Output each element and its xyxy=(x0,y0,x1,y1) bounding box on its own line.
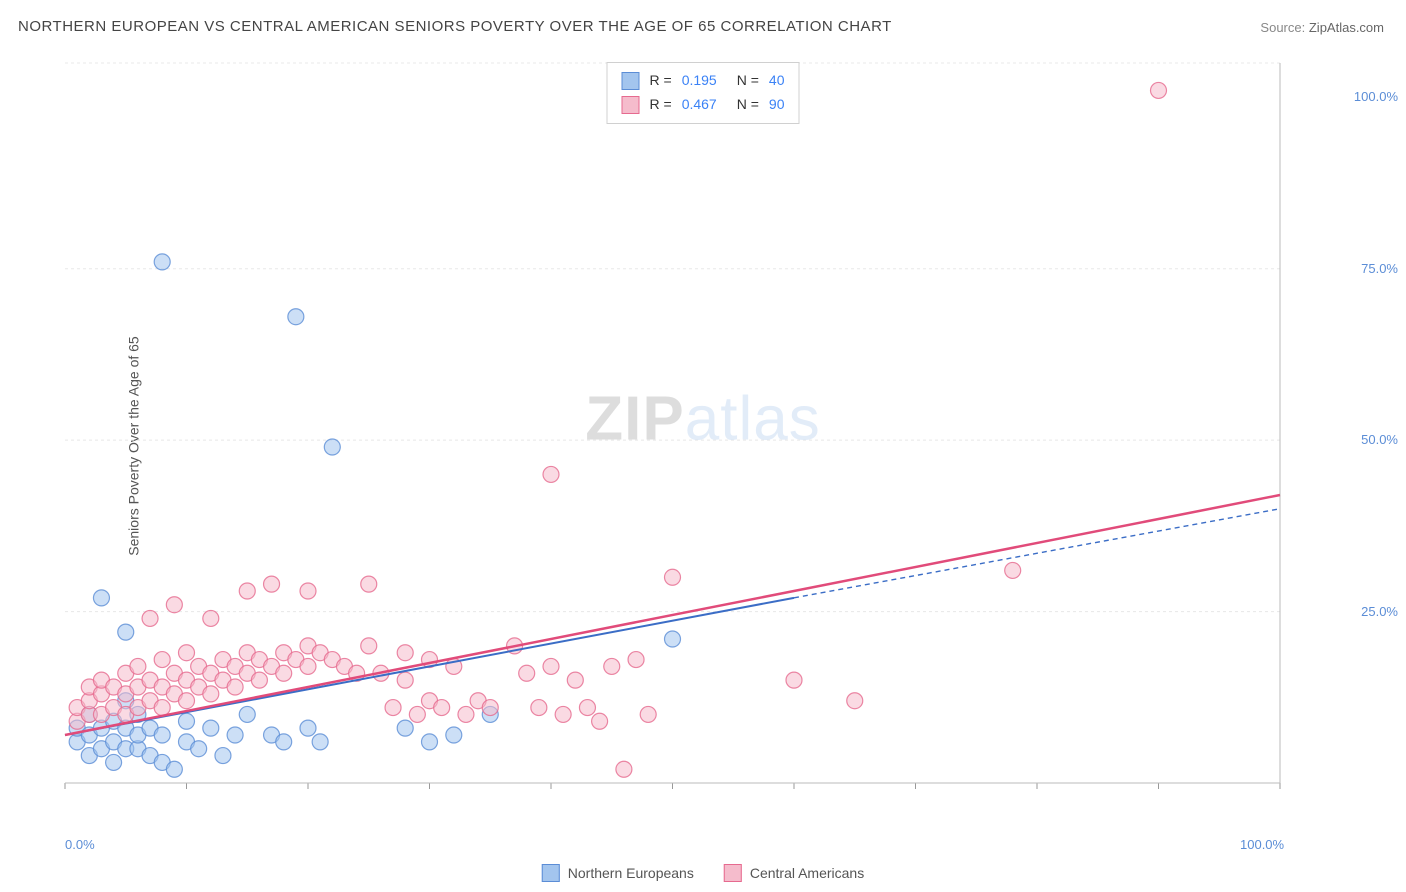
stat-r-value: 0.467 xyxy=(682,93,717,117)
stat-r-label: R = xyxy=(650,93,672,117)
stats-box: R = 0.195 N = 40 R = 0.467 N = 90 xyxy=(607,62,800,124)
x-tick-label: 100.0% xyxy=(1240,837,1284,852)
chart-title: NORTHERN EUROPEAN VS CENTRAL AMERICAN SE… xyxy=(18,18,892,35)
legend-swatch xyxy=(724,864,742,882)
plot-area xyxy=(60,58,1340,828)
series-swatch xyxy=(622,96,640,114)
legend-item: Northern Europeans xyxy=(542,864,694,882)
y-tick-label: 50.0% xyxy=(1361,432,1398,447)
y-tick-label: 100.0% xyxy=(1354,89,1398,104)
source-attribution: Source: ZipAtlas.com xyxy=(1260,20,1384,35)
stat-n-label: N = xyxy=(737,69,759,93)
stat-n-label: N = xyxy=(737,93,759,117)
y-tick-label: 25.0% xyxy=(1361,604,1398,619)
x-tick-label: 0.0% xyxy=(65,837,95,852)
y-tick-label: 75.0% xyxy=(1361,261,1398,276)
legend-label: Central Americans xyxy=(750,865,864,881)
stat-n-value: 40 xyxy=(769,69,785,93)
legend-swatch xyxy=(542,864,560,882)
stat-r-value: 0.195 xyxy=(682,69,717,93)
legend-item: Central Americans xyxy=(724,864,864,882)
source-label: Source: xyxy=(1260,20,1305,35)
stat-n-value: 90 xyxy=(769,93,785,117)
stats-row: R = 0.195 N = 40 xyxy=(622,69,785,93)
series-swatch xyxy=(622,72,640,90)
bottom-legend: Northern Europeans Central Americans xyxy=(542,864,864,882)
stats-row: R = 0.467 N = 90 xyxy=(622,93,785,117)
source-value: ZipAtlas.com xyxy=(1309,20,1384,35)
scatter-chart xyxy=(60,58,1340,828)
stat-r-label: R = xyxy=(650,69,672,93)
legend-label: Northern Europeans xyxy=(568,865,694,881)
